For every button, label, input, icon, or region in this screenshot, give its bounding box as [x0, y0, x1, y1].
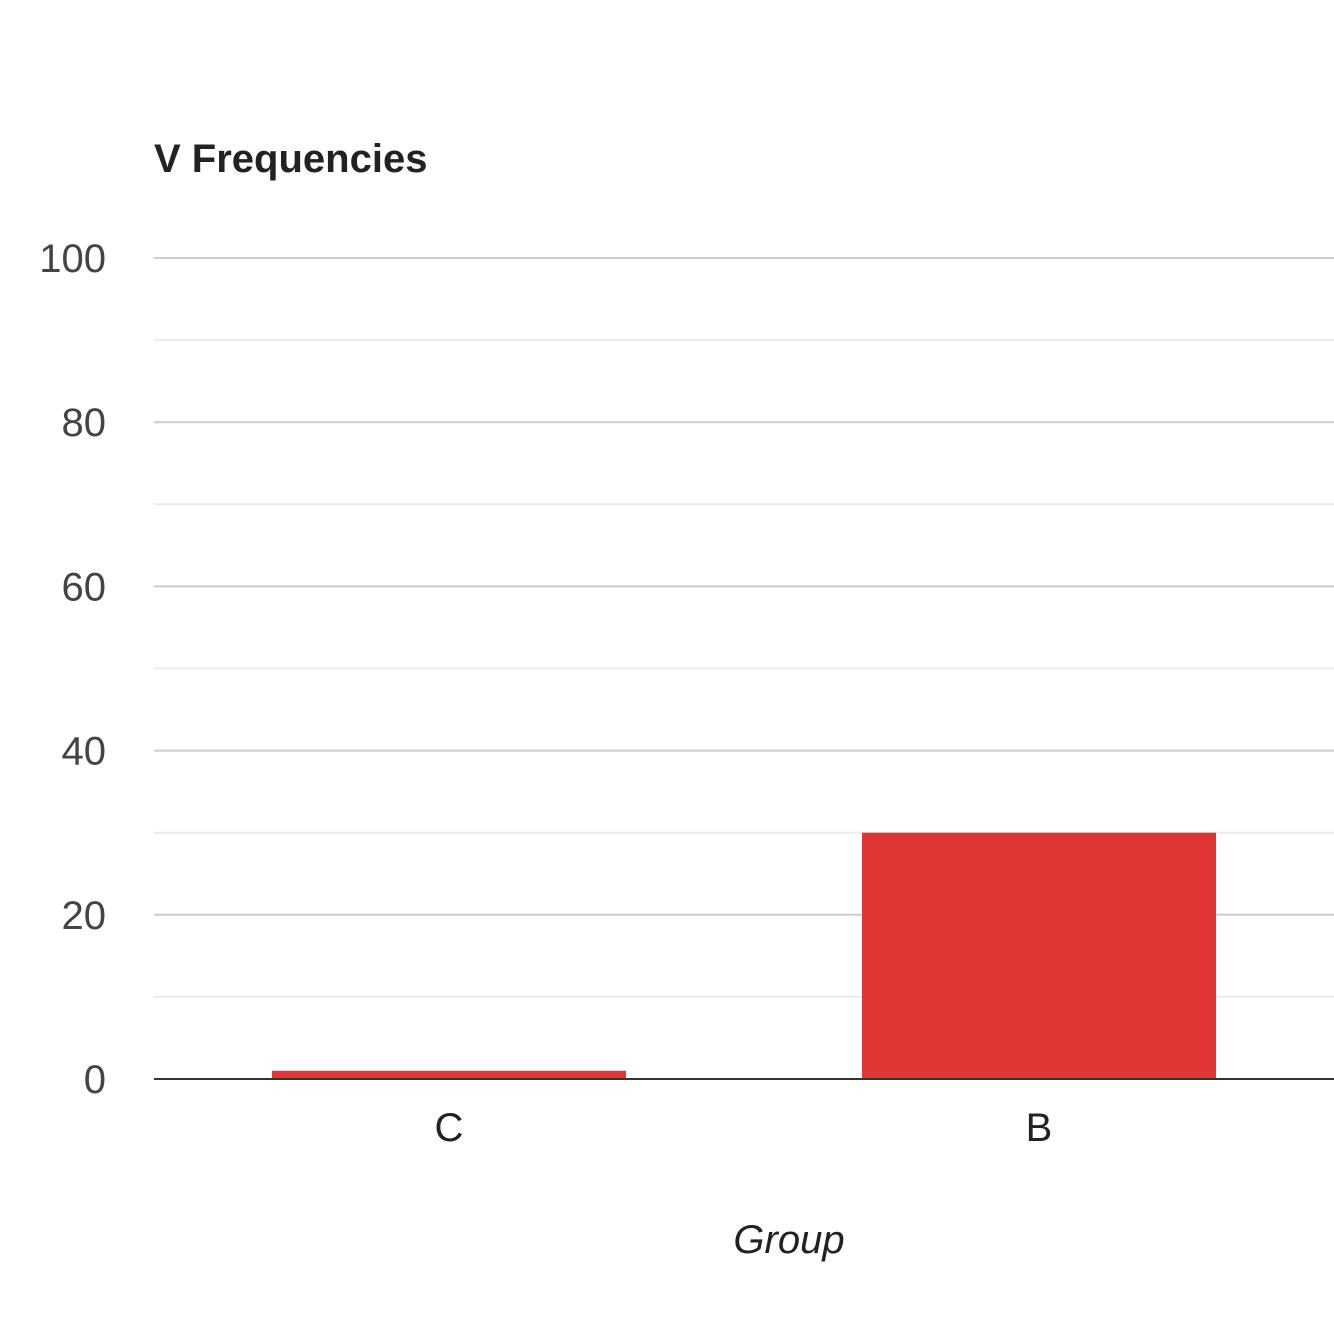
bar-b	[862, 832, 1216, 1079]
y-tick-label: 0	[84, 1058, 106, 1102]
y-tick-label: 80	[62, 401, 107, 445]
y-tick-label: 40	[62, 730, 107, 774]
y-tick-label: 100	[39, 237, 106, 281]
chart-title: V Frequencies	[154, 137, 427, 181]
x-axis-title: Group	[733, 1218, 844, 1262]
y-axis-tick-labels: 0 20 40 60 80 100	[39, 237, 106, 1102]
bars	[272, 832, 1216, 1079]
y-tick-label: 20	[62, 894, 107, 938]
y-tick-label: 60	[62, 565, 107, 609]
bar-c	[272, 1070, 626, 1079]
x-category-label: C	[435, 1106, 464, 1150]
x-category-label: B	[1026, 1106, 1053, 1150]
major-gridlines	[154, 257, 1334, 916]
